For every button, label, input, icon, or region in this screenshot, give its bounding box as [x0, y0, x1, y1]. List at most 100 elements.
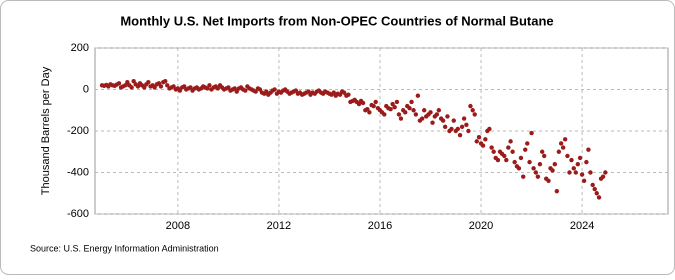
- data-point: [253, 89, 258, 94]
- data-point: [455, 126, 460, 132]
- data-point: [135, 84, 141, 89]
- data-point: [516, 166, 522, 171]
- data-point: [573, 170, 578, 175]
- data-point: [232, 86, 237, 91]
- data-point: [445, 114, 450, 119]
- data-point: [373, 99, 378, 105]
- data-point: [396, 112, 402, 117]
- x-tick-label: 2012: [267, 220, 291, 232]
- y-tick-label: -400: [67, 166, 89, 178]
- data-point: [550, 168, 555, 173]
- data-point: [508, 139, 513, 144]
- data-point: [163, 79, 168, 84]
- data-point: [394, 99, 400, 105]
- data-point: [207, 83, 212, 88]
- data-point: [506, 145, 511, 150]
- data-point: [411, 108, 416, 113]
- data-point: [337, 92, 343, 97]
- y-axis-label: Thousand Barrels per Day: [40, 66, 52, 195]
- x-tick-label: 2020: [469, 220, 493, 232]
- data-point: [457, 132, 463, 138]
- data-point: [156, 81, 162, 86]
- data-point: [125, 80, 130, 85]
- data-point: [428, 110, 433, 115]
- y-tick-label: -200: [67, 125, 89, 137]
- data-point: [346, 92, 351, 97]
- data-point: [569, 157, 574, 163]
- x-tick-label: 2016: [368, 220, 392, 232]
- data-point: [476, 135, 482, 140]
- data-point: [356, 101, 362, 107]
- data-point: [272, 87, 277, 92]
- data-point: [464, 122, 469, 127]
- data-point: [512, 159, 517, 165]
- data-point: [600, 174, 606, 179]
- data-point: [382, 112, 387, 117]
- data-point: [234, 89, 239, 94]
- data-point: [470, 108, 475, 113]
- data-point: [521, 174, 526, 179]
- data-point: [502, 153, 507, 159]
- data-point: [468, 103, 473, 109]
- data-point: [215, 86, 220, 91]
- data-point: [146, 80, 151, 85]
- data-point: [565, 153, 570, 159]
- data-point: [539, 149, 545, 154]
- data-point: [586, 147, 591, 152]
- data-point: [562, 137, 568, 142]
- data-point: [442, 124, 448, 130]
- data-point: [552, 162, 558, 167]
- data-point: [123, 83, 128, 88]
- data-point: [264, 89, 269, 94]
- data-point: [542, 153, 547, 159]
- data-point: [531, 166, 536, 171]
- data-point: [365, 107, 370, 112]
- data-point: [556, 149, 562, 154]
- data-point: [510, 149, 515, 154]
- data-point: [413, 112, 419, 117]
- data-point: [188, 85, 193, 90]
- data-point: [390, 101, 395, 107]
- data-point: [165, 83, 170, 88]
- data-point: [480, 143, 486, 148]
- data-point: [594, 191, 599, 196]
- data-point: [588, 170, 593, 175]
- data-point: [537, 162, 543, 167]
- data-point: [419, 116, 425, 121]
- data-point: [596, 195, 602, 200]
- data-point: [367, 110, 372, 115]
- data-point: [579, 172, 585, 177]
- data-point: [527, 159, 532, 165]
- data-point: [472, 112, 477, 117]
- data-point: [449, 126, 454, 132]
- data-point: [158, 84, 164, 89]
- data-point: [459, 124, 465, 130]
- data-point: [525, 141, 530, 146]
- data-point: [331, 90, 336, 95]
- data-point: [415, 93, 421, 98]
- source: Source: U.S. Energy Information Administ…: [30, 243, 219, 253]
- data-point: [205, 86, 210, 91]
- data-point: [392, 104, 397, 110]
- data-point: [567, 170, 572, 175]
- data-point: [434, 112, 440, 117]
- data-point: [116, 81, 122, 86]
- data-point: [584, 159, 589, 165]
- data-point: [489, 145, 494, 150]
- data-point: [491, 149, 496, 154]
- data-point: [523, 147, 528, 152]
- data-point: [129, 85, 134, 90]
- plot-area: [94, 47, 669, 215]
- data-point: [466, 128, 471, 134]
- data-point: [577, 155, 583, 161]
- data-point: [142, 85, 147, 90]
- x-tick-label: 2024: [570, 220, 594, 232]
- data-point: [554, 188, 560, 194]
- data-point: [371, 103, 376, 109]
- data-point: [558, 141, 564, 146]
- data-point: [226, 85, 231, 90]
- data-point: [529, 130, 534, 136]
- data-point: [407, 105, 412, 111]
- data-point: [440, 118, 446, 123]
- data-point: [483, 137, 488, 142]
